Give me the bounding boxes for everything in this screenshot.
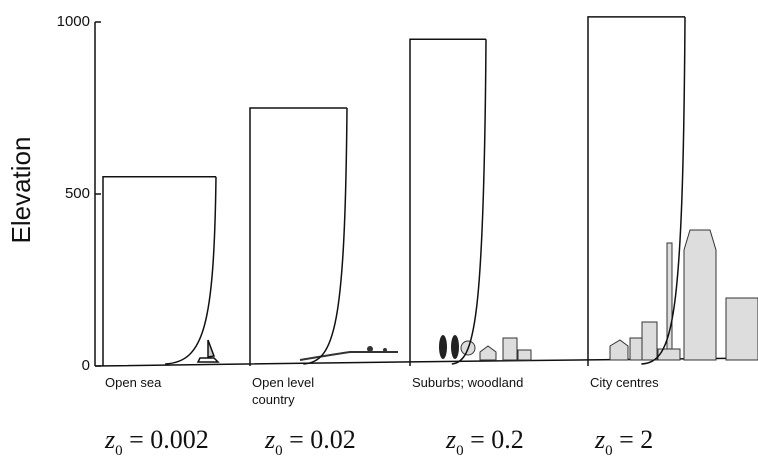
boundary-layer — [409, 38, 486, 366]
z-value: = 0.2 — [464, 425, 524, 454]
panel-label: Open level — [252, 375, 314, 390]
axis-label: Elevation — [6, 137, 36, 244]
wind-profile — [641, 16, 686, 365]
z-subscript: 0 — [115, 443, 123, 459]
z-symbol: z — [445, 425, 456, 454]
z-value: = 0.02 — [283, 425, 356, 454]
panel-label: Suburbs; woodland — [412, 375, 523, 390]
z-symbol: z — [264, 425, 275, 454]
boundary-layer — [249, 107, 347, 366]
roughness-label: z0 = 0.02 — [264, 425, 356, 459]
z-value: = 0.002 — [123, 425, 209, 454]
boundary-layer — [102, 176, 216, 366]
z-symbol: z — [594, 425, 605, 454]
wind-profile — [165, 176, 217, 365]
panel-label: Open sea — [105, 375, 162, 390]
roughness-label: z0 = 0.2 — [445, 425, 524, 459]
boat — [196, 339, 220, 363]
roughness-label: z0 = 2 — [594, 425, 653, 459]
y-tick-label: 500 — [65, 185, 90, 202]
trees-houses — [439, 335, 532, 361]
z-subscript: 0 — [605, 443, 613, 459]
z-subscript: 0 — [275, 443, 283, 459]
z-symbol: z — [104, 425, 115, 454]
roughness-label: z0 = 0.002 — [104, 425, 209, 459]
boundary-layer — [587, 16, 685, 366]
z-value: = 2 — [613, 425, 654, 454]
city — [609, 229, 758, 361]
panel-label: country — [252, 392, 295, 407]
countryside — [299, 346, 398, 361]
y-tick-label: 0 — [82, 357, 90, 374]
panel-label: City centres — [590, 375, 659, 390]
wind-profile — [303, 107, 348, 365]
z-subscript: 0 — [456, 443, 464, 459]
wind-profile — [451, 39, 487, 365]
y-tick-label: 1000 — [57, 13, 90, 30]
